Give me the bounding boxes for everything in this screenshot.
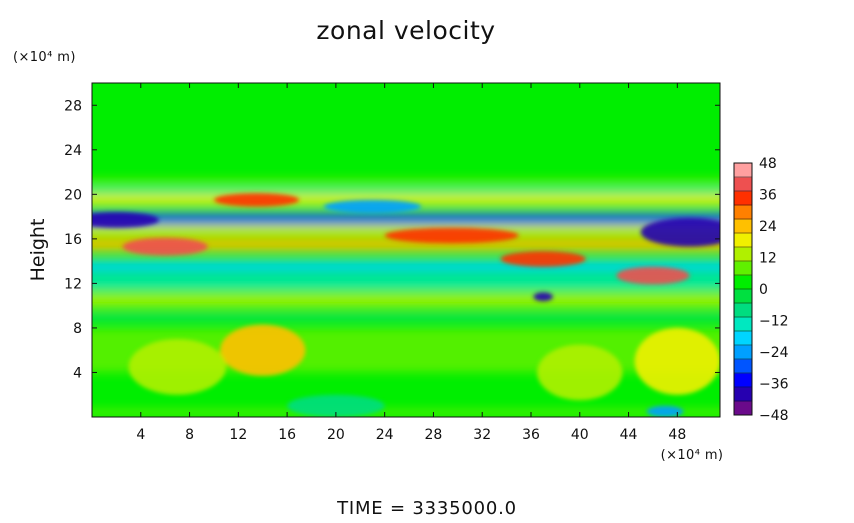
time-label: TIME = 3335000.0 xyxy=(336,498,517,519)
x-tick-label-4: 4 xyxy=(136,427,145,443)
field-feature-4 xyxy=(616,266,690,285)
colorbar-swatch-6 xyxy=(734,317,752,332)
plot-frame xyxy=(91,82,721,418)
colorbar: 48 36 24 12 0 −12 −24 −36 −48 xyxy=(733,156,789,424)
colorbar-tick-label-24: 24 xyxy=(759,219,777,235)
colorbar-swatch-3 xyxy=(734,359,752,374)
x-tick-label-16: 16 xyxy=(278,427,296,443)
y-axis-unit: (×10⁴ m) xyxy=(13,50,76,65)
colorbar-swatch-10 xyxy=(734,261,752,276)
field-band-3 xyxy=(92,292,720,308)
colorbar-tick-label-48: 48 xyxy=(759,156,777,172)
colorbar-swatch-8 xyxy=(734,289,752,304)
field-feature-5 xyxy=(92,212,160,228)
field-band-8 xyxy=(92,212,720,226)
field-feature-10 xyxy=(128,339,227,395)
colorbar-tick-label--12: −12 xyxy=(759,314,789,330)
y-tick-label-4: 4 xyxy=(73,365,82,381)
colorbar-swatch-9 xyxy=(734,275,752,290)
field-feature-8 xyxy=(323,199,422,214)
colorbar-tick-label-0: 0 xyxy=(759,282,768,298)
y-tick-label-20: 20 xyxy=(64,187,82,203)
colorbar-swatch-0 xyxy=(734,401,752,416)
colorbar-swatch-15 xyxy=(734,191,752,206)
field-band-2 xyxy=(92,313,720,321)
colorbar-swatch-2 xyxy=(734,373,752,388)
chart-title: zonal velocity xyxy=(316,16,495,45)
field-feature-12 xyxy=(634,327,720,395)
y-tick-label-16: 16 xyxy=(64,232,82,248)
x-tick-label-8: 8 xyxy=(185,427,194,443)
field-feature-14 xyxy=(646,405,684,417)
plot-area xyxy=(92,83,720,417)
y-tick-label-28: 28 xyxy=(64,98,82,114)
x-tick-label-24: 24 xyxy=(376,427,394,443)
colorbar-swatch-4 xyxy=(734,345,752,360)
colorbar-swatch-14 xyxy=(734,205,752,220)
y-tick-label-8: 8 xyxy=(73,321,82,337)
x-axis-ticks: 4 8 12 16 20 24 28 32 36 40 44 48 xyxy=(136,83,686,443)
y-tick-label-24: 24 xyxy=(64,143,82,159)
field-feature-9 xyxy=(220,324,306,376)
y-tick-label-12: 12 xyxy=(64,276,82,292)
field-band-10 xyxy=(92,188,720,194)
x-tick-label-44: 44 xyxy=(620,427,638,443)
field-feature-7 xyxy=(533,292,553,302)
colorbar-tick-label-36: 36 xyxy=(759,188,777,204)
colorbar-swatch-1 xyxy=(734,387,752,402)
colorbar-swatch-11 xyxy=(734,247,752,262)
colorbar-tick-label-12: 12 xyxy=(759,251,777,267)
field-feature-6 xyxy=(640,217,720,247)
colorbar-swatch-13 xyxy=(734,219,752,234)
field-feature-13 xyxy=(287,394,385,417)
field-feature-1 xyxy=(213,193,300,207)
field-feature-0 xyxy=(122,237,208,256)
colorbar-tick-label--24: −24 xyxy=(759,345,789,361)
field-feature-3 xyxy=(500,251,586,267)
field-band-6 xyxy=(92,236,720,253)
x-tick-label-32: 32 xyxy=(473,427,491,443)
colorbar-swatch-5 xyxy=(734,331,752,346)
x-tick-label-40: 40 xyxy=(571,427,589,443)
x-tick-label-20: 20 xyxy=(327,427,345,443)
field-feature-11 xyxy=(537,344,623,401)
colorbar-tick-label--48: −48 xyxy=(759,408,789,424)
x-tick-label-12: 12 xyxy=(229,427,247,443)
field-bands xyxy=(92,178,720,416)
x-tick-label-48: 48 xyxy=(668,427,686,443)
y-axis-ticks: 4 8 12 16 20 24 28 xyxy=(64,98,720,381)
field-band-0 xyxy=(92,409,720,416)
colorbar-swatch-12 xyxy=(734,233,752,248)
field-band-4 xyxy=(92,276,720,291)
x-axis-unit: (×10⁴ m) xyxy=(661,448,724,463)
colorbar-swatch-17 xyxy=(734,163,752,178)
field-band-11 xyxy=(92,178,720,188)
colorbar-tick-label--36: −36 xyxy=(759,377,789,393)
colorbar-swatch-7 xyxy=(734,303,752,318)
colorbar-swatch-16 xyxy=(734,177,752,192)
x-tick-label-28: 28 xyxy=(425,427,443,443)
field-features xyxy=(92,193,720,417)
field-feature-2 xyxy=(384,227,519,244)
y-axis-label: Height xyxy=(27,219,49,282)
x-tick-label-36: 36 xyxy=(522,427,540,443)
